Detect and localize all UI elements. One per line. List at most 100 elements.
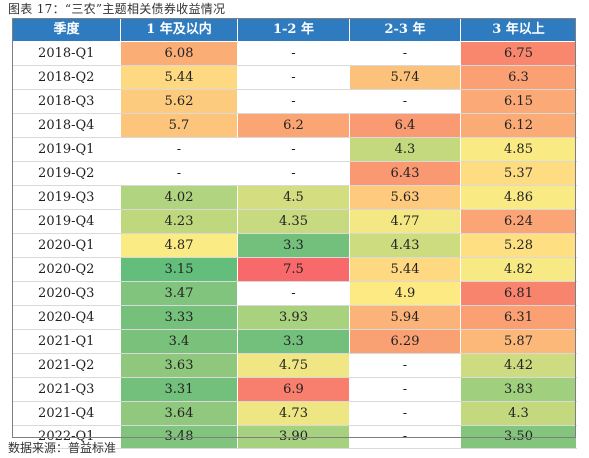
table-row: 2021-Q4 3.64 4.73-4.3 xyxy=(12,401,577,426)
yield-cell-1-2y: 7.5 xyxy=(237,257,350,282)
table-row: 2019-Q1- -4.3 4.85 xyxy=(12,137,577,162)
quarter-label: 2021-Q2 xyxy=(12,353,121,378)
table-frame xyxy=(12,18,576,438)
yield-cell-1-2y: - xyxy=(237,281,350,306)
quarter-label: 2019-Q4 xyxy=(12,209,121,234)
table-row: 2021-Q1 3.4 3.3 6.29 5.87 xyxy=(12,329,577,354)
yield-cell-1-2y: 6.9 xyxy=(237,377,350,402)
yield-cell-within-1y: - xyxy=(120,161,238,186)
yield-cell-1-2y: - xyxy=(237,89,350,114)
header-2-3y: 2-3 年 xyxy=(349,18,461,42)
yield-cell-within-1y: 3.4 xyxy=(120,329,238,354)
yield-cell-2-3y: 6.4 xyxy=(349,113,461,138)
yield-cell-2-3y: 4.77 xyxy=(349,209,461,234)
yield-cell-over-3y: 6.3 xyxy=(460,65,577,90)
yield-cell-within-1y: 5.44 xyxy=(120,65,238,90)
yield-cell-2-3y: 5.94 xyxy=(349,305,461,330)
yield-cell-over-3y: 5.87 xyxy=(460,329,577,354)
table-row: 2020-Q4 3.33 3.93 5.94 6.31 xyxy=(12,305,577,330)
yield-cell-over-3y: 6.31 xyxy=(460,305,577,330)
yield-cell-over-3y: 6.24 xyxy=(460,209,577,234)
data-source-note: 数据来源：普益标准 xyxy=(8,441,117,455)
quarter-label: 2018-Q4 xyxy=(12,113,121,138)
table-row: 2020-Q1 4.87 3.3 4.43 5.28 xyxy=(12,233,577,258)
yield-cell-within-1y: 3.33 xyxy=(120,305,238,330)
quarter-label: 2018-Q1 xyxy=(12,41,121,66)
yield-cell-over-3y: 6.81 xyxy=(460,281,577,306)
quarter-label: 2019-Q3 xyxy=(12,185,121,210)
yield-cell-1-2y: 4.73 xyxy=(237,401,350,426)
yield-cell-1-2y: - xyxy=(237,41,350,66)
quarter-label: 2019-Q1 xyxy=(12,137,121,162)
yield-cell-1-2y: 3.3 xyxy=(237,329,350,354)
quarter-label: 2020-Q4 xyxy=(12,305,121,330)
yield-cell-over-3y: 4.82 xyxy=(460,257,577,282)
table-row: 2019-Q4 4.23 4.35 4.77 6.24 xyxy=(12,209,577,234)
yield-cell-2-3y: 4.9 xyxy=(349,281,461,306)
yield-cell-1-2y: 4.35 xyxy=(237,209,350,234)
yield-cell-over-3y: 6.15 xyxy=(460,89,577,114)
yield-cell-within-1y: 4.87 xyxy=(120,233,238,258)
yield-cell-over-3y: 4.42 xyxy=(460,353,577,378)
yield-cell-over-3y: 6.75 xyxy=(460,41,577,66)
table-row: 2021-Q3 3.31 6.9-3.83 xyxy=(12,377,577,402)
yield-cell-1-2y: - xyxy=(237,137,350,162)
quarter-label: 2020-Q1 xyxy=(12,233,121,258)
yield-cell-1-2y: - xyxy=(237,65,350,90)
bond-yield-table: 季度 1 年及以内 1-2 年 2-3 年 3 年以上 2018-Q1 6.08-… xyxy=(12,18,577,449)
yield-cell-within-1y: 4.23 xyxy=(120,209,238,234)
table-row: 2019-Q3 4.02 4.5 5.63 4.86 xyxy=(12,185,577,210)
table-row: 2018-Q3 5.62- -6.15 xyxy=(12,89,577,114)
yield-cell-within-1y: 3.64 xyxy=(120,401,238,426)
yield-cell-2-3y: - xyxy=(349,401,461,426)
quarter-label: 2021-Q4 xyxy=(12,401,121,426)
quarter-label: 2021-Q3 xyxy=(12,377,121,402)
quarter-label: 2018-Q2 xyxy=(12,65,121,90)
yield-cell-1-2y: 4.5 xyxy=(237,185,350,210)
yield-cell-within-1y: 4.02 xyxy=(120,185,238,210)
yield-cell-over-3y: 4.86 xyxy=(460,185,577,210)
yield-cell-2-3y: 6.29 xyxy=(349,329,461,354)
header-quarter: 季度 xyxy=(12,18,121,42)
yield-cell-within-1y: 3.15 xyxy=(120,257,238,282)
yield-cell-2-3y: 5.44 xyxy=(349,257,461,282)
table-row: 2021-Q2 3.63 4.75-4.42 xyxy=(12,353,577,378)
header-1-2y: 1-2 年 xyxy=(237,18,350,42)
quarter-label: 2020-Q3 xyxy=(12,281,121,306)
yield-cell-2-3y: - xyxy=(349,41,461,66)
yield-cell-over-3y: 4.3 xyxy=(460,401,577,426)
table-row: 2019-Q2- -6.43 5.37 xyxy=(12,161,577,186)
yield-cell-1-2y: 3.93 xyxy=(237,305,350,330)
yield-cell-over-3y: 5.28 xyxy=(460,233,577,258)
figure-title: 图表 17：“三农”主题相关债券收益情况 xyxy=(8,2,226,16)
header-within-1y: 1 年及以内 xyxy=(120,18,238,42)
yield-cell-1-2y: - xyxy=(237,161,350,186)
header-row: 季度 1 年及以内 1-2 年 2-3 年 3 年以上 xyxy=(12,18,577,42)
yield-cell-2-3y: 5.63 xyxy=(349,185,461,210)
yield-cell-2-3y: 6.43 xyxy=(349,161,461,186)
yield-cell-2-3y: - xyxy=(349,353,461,378)
table-row: 2018-Q4 5.7 6.2 6.4 6.12 xyxy=(12,113,577,138)
yield-cell-over-3y: 6.12 xyxy=(460,113,577,138)
yield-cell-within-1y: 3.31 xyxy=(120,377,238,402)
yield-cell-2-3y: 4.43 xyxy=(349,233,461,258)
yield-cell-2-3y: - xyxy=(349,377,461,402)
yield-cell-over-3y: 5.37 xyxy=(460,161,577,186)
table-row: 2018-Q2 5.44-5.74 6.3 xyxy=(12,65,577,90)
yield-cell-2-3y: 4.3 xyxy=(349,137,461,162)
yield-cell-within-1y: 3.47 xyxy=(120,281,238,306)
yield-cell-over-3y: 4.85 xyxy=(460,137,577,162)
yield-cell-2-3y: 5.74 xyxy=(349,65,461,90)
yield-cell-1-2y: 6.2 xyxy=(237,113,350,138)
table-row: 2018-Q1 6.08- -6.75 xyxy=(12,41,577,66)
yield-cell-1-2y: 4.75 xyxy=(237,353,350,378)
yield-cell-within-1y: 3.63 xyxy=(120,353,238,378)
yield-cell-over-3y: 3.83 xyxy=(460,377,577,402)
table-row: 2020-Q2 3.15 7.5 5.44 4.82 xyxy=(12,257,577,282)
table-row: 2020-Q3 3.47-4.9 6.81 xyxy=(12,281,577,306)
yield-cell-2-3y: - xyxy=(349,89,461,114)
header-over-3y: 3 年以上 xyxy=(460,18,577,42)
quarter-label: 2020-Q2 xyxy=(12,257,121,282)
quarter-label: 2018-Q3 xyxy=(12,89,121,114)
quarter-label: 2021-Q1 xyxy=(12,329,121,354)
